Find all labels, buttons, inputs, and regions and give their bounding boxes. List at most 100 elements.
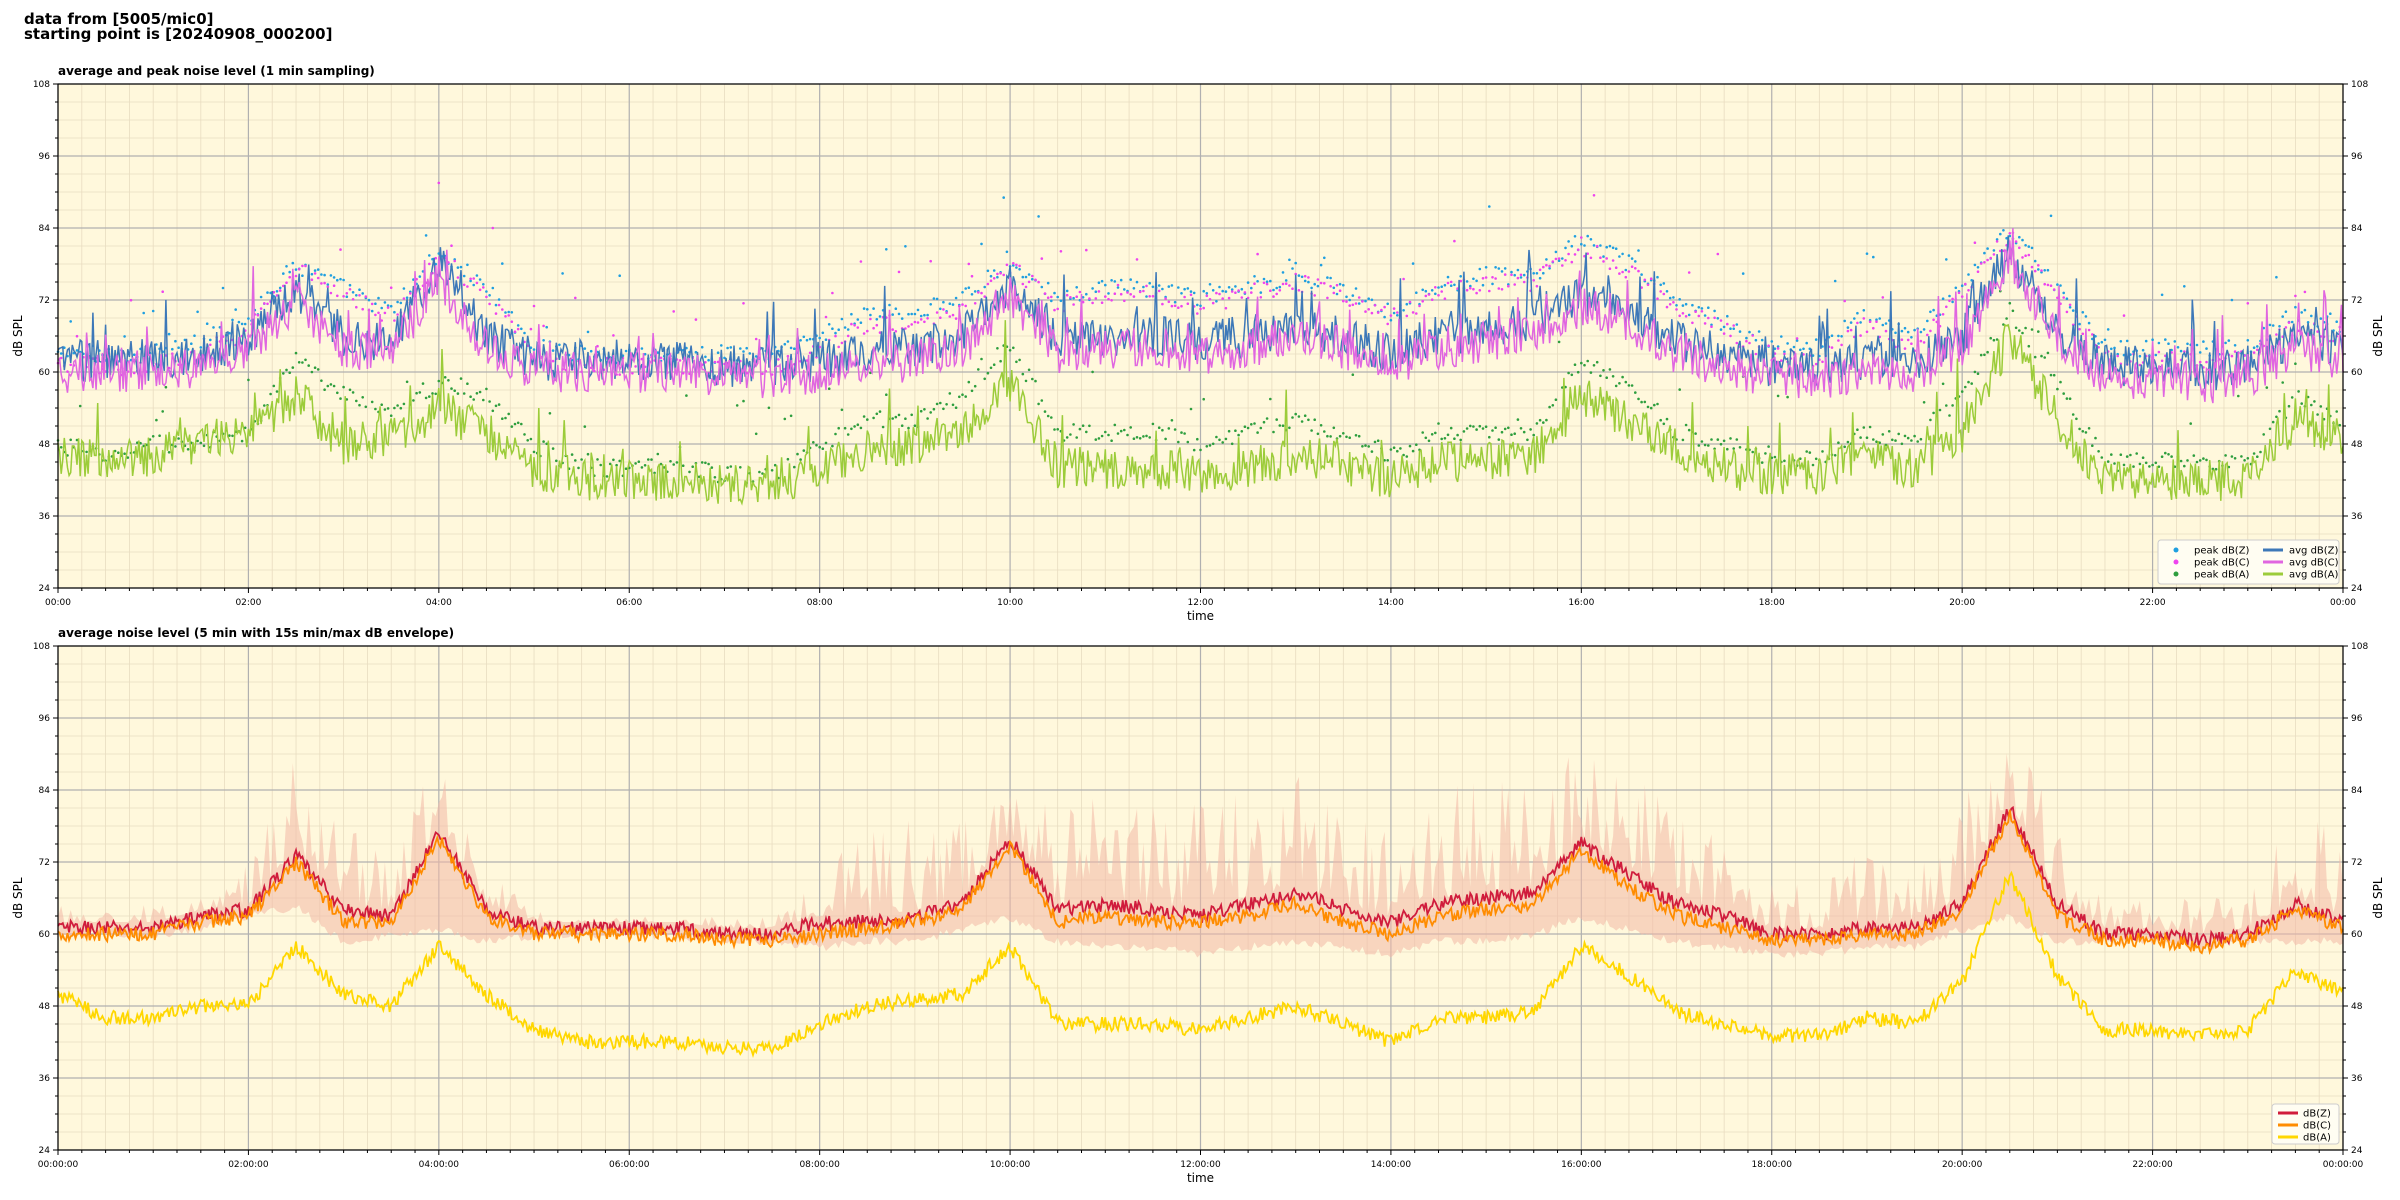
- data-point: [891, 313, 894, 316]
- data-point: [2021, 238, 2024, 242]
- data-point: [1037, 215, 1040, 218]
- data-point: [475, 274, 479, 277]
- data-point: [1475, 291, 1478, 295]
- data-point: [919, 409, 923, 413]
- data-point: [1983, 261, 1986, 264]
- data-point: [2284, 310, 2288, 314]
- data-point: [123, 335, 126, 338]
- data-point: [2046, 283, 2050, 287]
- data-point: [243, 322, 247, 326]
- data-point: [1265, 282, 1269, 286]
- data-point: [1056, 428, 1059, 431]
- data-point: [856, 423, 860, 427]
- data-point: [1215, 300, 1218, 303]
- data-point: [1224, 437, 1228, 441]
- data-point: [1516, 418, 1520, 421]
- data-point: [396, 300, 399, 304]
- data-point: [2246, 339, 2250, 342]
- data-point: [2065, 397, 2069, 400]
- data-point: [739, 466, 742, 469]
- data-point: [878, 331, 882, 334]
- data-point: [1313, 282, 1316, 286]
- data-point: [1065, 436, 1069, 439]
- data-point: [1370, 298, 1374, 302]
- data-point: [1142, 285, 1145, 289]
- data-point: [2290, 320, 2294, 324]
- data-point: [1538, 276, 1542, 280]
- data-point: [1830, 346, 1834, 349]
- data-point: [1672, 296, 1675, 299]
- data-point: [1900, 442, 1904, 446]
- data-point: [1351, 294, 1355, 297]
- data-point: [862, 415, 866, 418]
- data-point: [1199, 304, 1202, 308]
- data-point: [1545, 263, 1548, 267]
- data-point: [1408, 444, 1412, 448]
- data-point: [1211, 289, 1215, 292]
- data-point: [1031, 277, 1034, 281]
- data-point: [2183, 464, 2186, 468]
- x-tick-label: 20:00: [1949, 598, 1975, 608]
- data-point: [66, 370, 69, 373]
- data-point: [2329, 312, 2332, 316]
- data-point: [1986, 350, 1989, 354]
- data-point: [1015, 360, 1018, 364]
- data-point: [1573, 363, 1577, 367]
- data-point: [1316, 278, 1320, 281]
- data-point: [148, 438, 152, 441]
- series-line-db-a-: [57, 870, 2344, 1059]
- data-point: [1310, 429, 1313, 432]
- data-point: [1865, 330, 1869, 334]
- data-point: [1967, 289, 1970, 292]
- data-point: [282, 284, 285, 288]
- data-point: [1240, 296, 1244, 299]
- data-point: [1472, 287, 1475, 291]
- data-point: [2240, 455, 2243, 458]
- data-point: [1373, 304, 1377, 307]
- data-point: [1215, 291, 1218, 295]
- data-point: [1091, 287, 1094, 290]
- data-point: [313, 272, 317, 275]
- data-point: [1840, 343, 1843, 347]
- data-point: [1259, 426, 1263, 430]
- data-point: [1964, 385, 1967, 389]
- data-point: [1583, 244, 1586, 247]
- data-point: [1919, 339, 1923, 343]
- data-point: [1910, 439, 1913, 442]
- data-point: [888, 303, 891, 307]
- data-point: [586, 452, 590, 456]
- data-point: [2243, 459, 2246, 462]
- data-point: [2135, 452, 2138, 455]
- data-point: [1548, 267, 1551, 270]
- x-tick-label: 16:00:00: [1561, 1160, 1602, 1170]
- data-point: [866, 418, 869, 421]
- data-point: [910, 413, 913, 417]
- y-tick-label: 96: [39, 152, 51, 162]
- data-point: [1037, 402, 1040, 406]
- data-point: [583, 347, 587, 350]
- data-point: [275, 390, 279, 393]
- data-point: [2186, 459, 2189, 462]
- data-point: [2287, 321, 2291, 324]
- data-point: [1399, 447, 1402, 450]
- data-point: [1208, 298, 1212, 301]
- data-point: [2027, 245, 2031, 248]
- data-point: [301, 274, 304, 278]
- data-point: [501, 417, 504, 421]
- data-point: [374, 313, 377, 317]
- data-point: [2202, 340, 2205, 343]
- data-point: [1865, 252, 1869, 255]
- data-point: [1640, 273, 1643, 276]
- data-point: [1640, 400, 1643, 404]
- data-point: [1437, 422, 1440, 425]
- data-point: [1945, 305, 1948, 309]
- data-point: [1621, 375, 1624, 379]
- data-point: [1357, 296, 1361, 299]
- data-point: [1627, 384, 1631, 387]
- data-point: [1465, 288, 1469, 292]
- data-point: [1170, 284, 1174, 287]
- data-point: [1932, 411, 1935, 415]
- data-point: [1027, 273, 1031, 276]
- data-point: [1545, 258, 1548, 261]
- data-point: [1659, 418, 1662, 422]
